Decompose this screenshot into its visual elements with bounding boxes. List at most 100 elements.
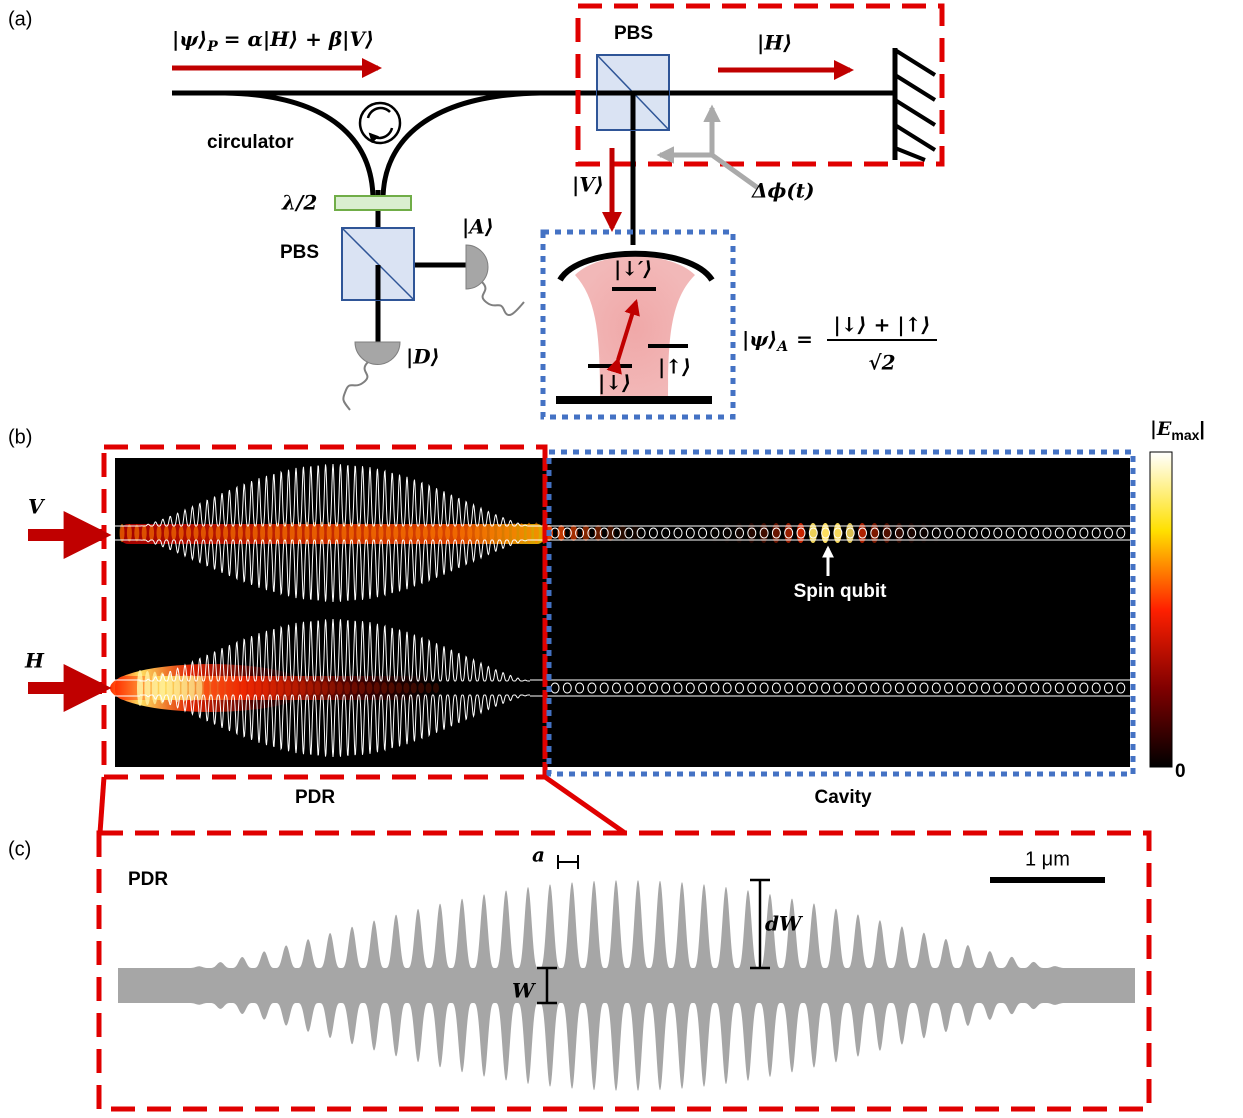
field-lobe <box>344 682 350 695</box>
field-lobe <box>144 671 150 705</box>
field-lobe <box>475 525 480 541</box>
field-lobe <box>292 680 298 696</box>
field-lobe <box>223 525 228 541</box>
v-state: |V⟩ <box>572 173 604 197</box>
field-lobe <box>418 683 424 694</box>
field-lobe <box>134 525 139 542</box>
field-lobe <box>164 526 169 541</box>
panel-c: (c) PDR a 1 μm dW W <box>8 833 1149 1109</box>
period-label: a <box>532 843 545 867</box>
field-lobe <box>379 524 384 542</box>
level-up: |↑⟩ <box>658 355 691 379</box>
field-lobe <box>366 682 372 694</box>
circulator-label: circulator <box>207 132 294 153</box>
input-v: V <box>28 495 46 519</box>
field-lobe <box>423 526 428 540</box>
detector-a-label: |A⟩ <box>462 215 494 239</box>
field-lobe <box>408 525 413 540</box>
field-lobe <box>453 526 458 540</box>
field-lobe <box>497 524 502 542</box>
field-lobe <box>305 522 310 544</box>
period-bracket <box>558 855 578 869</box>
field-lobe <box>216 525 221 540</box>
half-wave-plate <box>335 196 411 210</box>
panel-label: (a) <box>8 8 32 30</box>
field-lobe <box>490 525 495 542</box>
panel-a: (a) |ψ⟩P= α|H⟩ + β|V⟩ circulator λ/2 PBS… <box>8 6 942 417</box>
colorbar <box>1150 452 1172 767</box>
h-state: |H⟩ <box>757 31 792 55</box>
field-lobe <box>255 679 261 697</box>
field-lobe <box>127 524 132 542</box>
field-lobe <box>389 682 395 693</box>
field-lobe <box>300 680 306 695</box>
level-down: |↓⟩ <box>598 371 631 395</box>
field-lobe <box>426 683 432 694</box>
field-lobe <box>504 524 509 542</box>
detector <box>466 245 488 289</box>
field-lobe <box>152 672 158 705</box>
field-lobe <box>181 674 187 701</box>
field-lobe <box>270 679 276 696</box>
detector-cable <box>343 362 368 410</box>
field-lobe <box>315 681 321 695</box>
fraction-numerator: |↓⟩ + |↑⟩ <box>833 313 930 337</box>
field-lobe <box>208 526 213 541</box>
atom-state: |ψ⟩A= <box>742 327 813 356</box>
field-lobe <box>137 670 143 706</box>
field-lobe <box>371 524 376 542</box>
pdr-label: PDR <box>295 787 335 808</box>
cavity-label: Cavity <box>814 787 871 808</box>
field-lobe <box>186 526 191 540</box>
field-lobe <box>149 525 154 541</box>
panel-title: PDR <box>128 869 168 890</box>
field-lobe <box>393 525 398 541</box>
field-lobe <box>401 525 406 541</box>
field-lobe <box>352 682 358 695</box>
field-lobe <box>374 682 380 694</box>
zoom-line <box>100 777 104 833</box>
field-lobe <box>396 682 402 693</box>
figure: (a) |ψ⟩P= α|H⟩ + β|V⟩ circulator λ/2 PBS… <box>0 0 1243 1118</box>
field-lobe <box>445 526 450 540</box>
field-lobe <box>297 522 302 544</box>
field-lobe <box>329 681 335 695</box>
field-lobe <box>403 682 409 693</box>
field-lobe <box>411 683 417 694</box>
detector <box>355 342 400 365</box>
field-lobe <box>460 526 465 541</box>
pdr-waveguide <box>118 880 1135 1091</box>
dw-label: dW <box>765 912 804 936</box>
panel-b: (b) V H Spin qubit |Emax| 0 PDR Cavity <box>8 418 1205 833</box>
pbs-label: PBS <box>280 242 319 263</box>
colorbar-min: 0 <box>1175 761 1186 782</box>
field-lobe <box>433 683 439 693</box>
field-lobe <box>263 679 269 697</box>
field-lobe <box>312 522 317 544</box>
colorbar-title: |Emax| <box>1150 418 1205 443</box>
detector-cable <box>482 282 524 315</box>
field-lobe <box>245 524 250 542</box>
field-lobe <box>171 526 176 540</box>
panel-label: (c) <box>8 838 31 860</box>
field-lobe <box>157 525 162 540</box>
level-excited: |↓′⟩ <box>614 257 652 281</box>
field-lobe <box>307 681 313 696</box>
field-lobe <box>120 524 125 542</box>
panel-label: (b) <box>8 426 32 448</box>
v-field <box>120 524 545 544</box>
spin-qubit-label: Spin qubit <box>794 581 888 602</box>
field-lobe <box>438 526 443 540</box>
pbs-label: PBS <box>614 23 653 44</box>
field-lobe <box>241 678 247 698</box>
field-lobe <box>238 525 243 542</box>
field-lobe <box>467 525 472 540</box>
field-lobe <box>231 525 236 541</box>
field-lobe <box>416 526 421 541</box>
scale-bar-label: 1 μm <box>1025 848 1070 870</box>
field-lobe <box>278 680 284 697</box>
field-lobe <box>482 525 487 541</box>
input-state: |ψ⟩P= α|H⟩ + β|V⟩ <box>172 27 374 56</box>
w-label: W <box>512 979 537 1003</box>
field-lobe <box>179 526 184 540</box>
